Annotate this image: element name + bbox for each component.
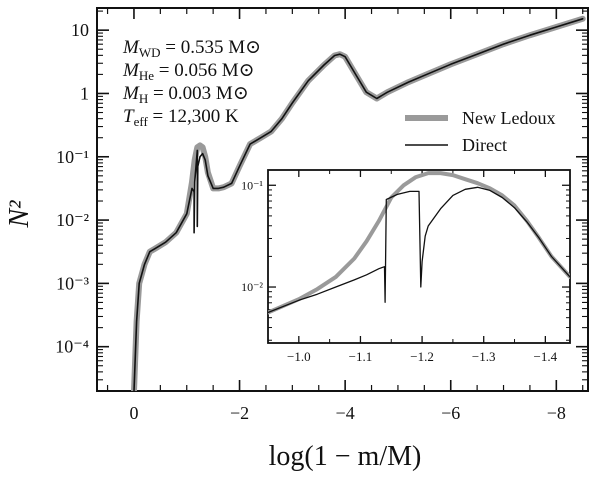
inset-series-new-ledoux-line: [268, 171, 570, 315]
inset-x-tick-label: −1.4: [534, 349, 558, 364]
legend: New Ledoux Direct: [405, 108, 555, 155]
parameter-subscript: WD: [139, 45, 161, 60]
y-tick-label: 10: [71, 20, 89, 40]
y-axis-label: N²: [4, 200, 35, 229]
x-axis-label: log(1 − m/M): [269, 441, 422, 472]
main-series-group: [131, 15, 586, 391]
series-direct-line: [133, 18, 584, 391]
x-tick-label: −4: [336, 403, 355, 423]
inset-series-direct-line: [268, 186, 570, 314]
parameter-line: MWD = 0.535 M⊙: [122, 37, 261, 60]
legend-label: Direct: [462, 135, 507, 155]
inset-x-tick-label: −1.0: [287, 349, 311, 364]
inset-series-group: [268, 171, 570, 315]
parameter-value: = 0.535 M⊙: [161, 37, 262, 58]
parameter-value: = 12,300 K: [148, 106, 239, 127]
y-axis-label-text: N²: [4, 200, 35, 229]
stellar-parameters: MWD = 0.535 M⊙MHe = 0.056 M⊙MH = 0.003 M…: [122, 37, 261, 129]
parameter-value: = 0.003 M⊙: [148, 83, 249, 104]
x-tick-label: −8: [547, 403, 566, 423]
parameter-symbol: T: [123, 106, 135, 127]
inset-axis-ticks: −1.0 −1.1 −1.2 −1.3 −1.4 10⁻² 10⁻¹: [241, 170, 570, 364]
parameter-symbol: M: [122, 83, 140, 104]
parameter-subscript: H: [139, 91, 148, 106]
inset-y-tick-label: 10⁻²: [241, 280, 263, 294]
x-tick-label: −2: [230, 403, 249, 423]
main-axis-ticks: 0 −2 −4 −6 −8 10⁻⁴ 10⁻³ 10⁻² 10⁻¹ 1 10: [55, 8, 588, 423]
y-tick-label: 1: [80, 83, 89, 103]
parameter-subscript: eff: [134, 114, 149, 129]
parameter-line: Teff = 12,300 K: [123, 106, 239, 129]
y-tick-label: 10⁻²: [56, 210, 89, 230]
parameter-line: MH = 0.003 M⊙: [122, 83, 249, 106]
inset-x-tick-label: −1.1: [349, 349, 373, 364]
parameter-line: MHe = 0.056 M⊙: [122, 60, 255, 83]
y-tick-label: 10⁻³: [56, 273, 90, 293]
inset-x-tick-label: −1.2: [410, 349, 434, 364]
inset-y-tick-label: 10⁻¹: [241, 178, 263, 192]
y-tick-label: 10⁻¹: [56, 147, 89, 167]
y-tick-label: 10⁻⁴: [55, 337, 89, 357]
x-tick-label: 0: [129, 403, 138, 423]
parameter-symbol: M: [122, 37, 140, 58]
parameter-value: = 0.056 M⊙: [154, 60, 255, 81]
legend-label: New Ledoux: [462, 108, 555, 128]
parameter-symbol: M: [122, 60, 140, 81]
parameter-subscript: He: [139, 68, 154, 83]
inset-x-tick-label: −1.3: [472, 349, 496, 364]
x-tick-label: −6: [441, 403, 460, 423]
